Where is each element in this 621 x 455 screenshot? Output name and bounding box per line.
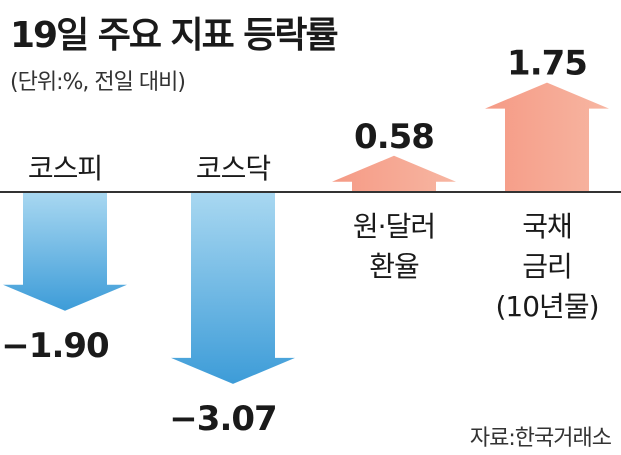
value-label-kospi: −1.90 [1, 326, 109, 366]
category-label-krw-usd-line-2: 환율 [369, 250, 419, 283]
category-label-kosdaq: 코스닥 [196, 152, 271, 185]
source-note: 자료:한국거래소 [469, 426, 612, 451]
category-label-krw-usd-line-1: 원·달러 [353, 210, 435, 243]
bar-arrow-krw-usd [332, 155, 456, 192]
value-label-kosdaq: −3.07 [169, 399, 276, 439]
category-label-bond-10y-line-1: 국채 [522, 210, 572, 243]
category-label-bond-10y-line-2: 금리 [522, 250, 572, 283]
category-label-bond-10y-line-3: (10년물) [496, 290, 599, 323]
bar-arrow-bond-10y [485, 82, 609, 192]
value-label-krw-usd: 0.58 [354, 117, 434, 157]
bar-arrow-kosdaq [171, 192, 295, 384]
chart-title: 19일 주요 지표 등락률 [10, 15, 339, 56]
value-label-bond-10y: 1.75 [507, 44, 587, 84]
bar-arrow-kospi [3, 192, 127, 311]
category-label-kospi: 코스피 [28, 152, 102, 185]
unit-note: (단위:%, 전일 대비) [10, 70, 186, 95]
